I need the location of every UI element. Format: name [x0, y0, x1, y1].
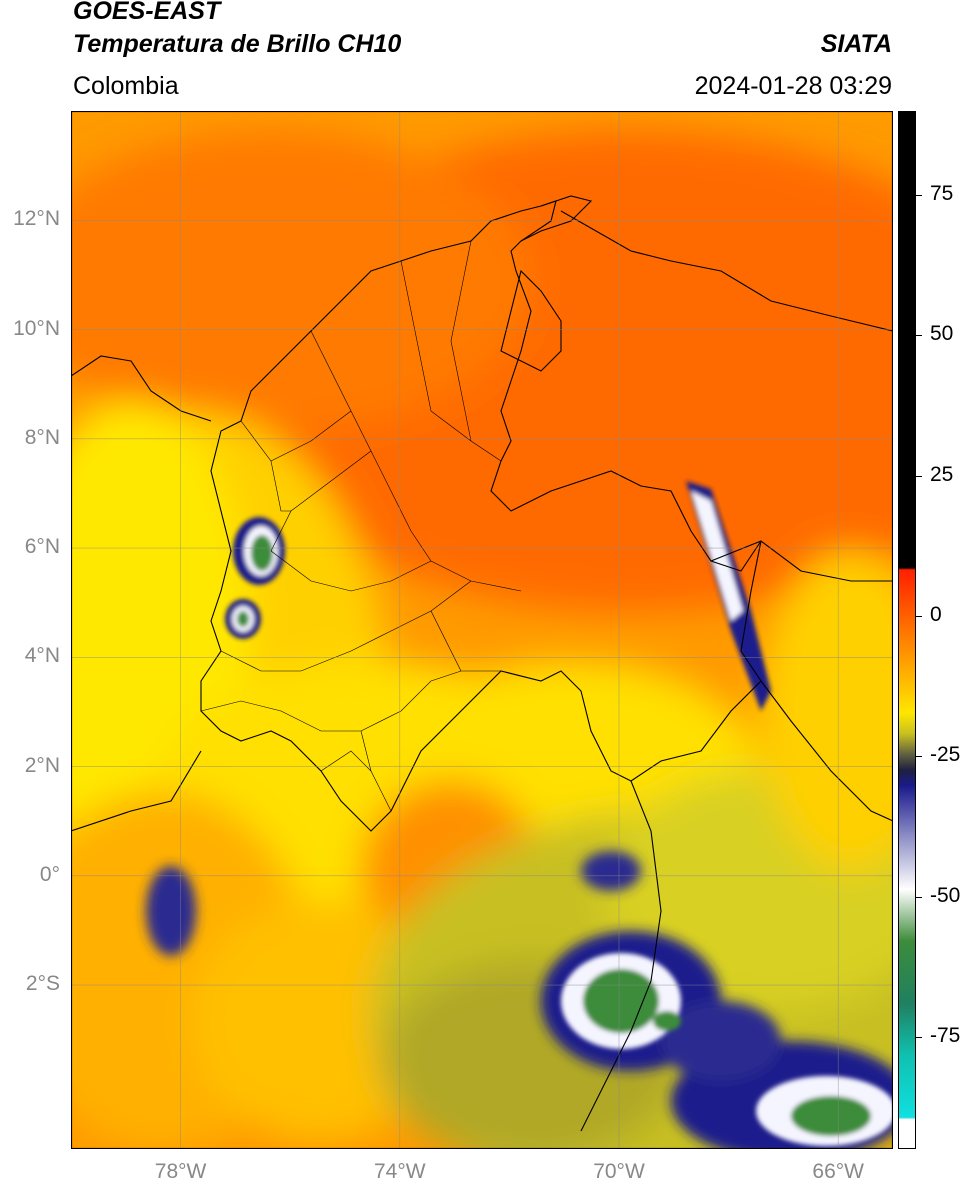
- region-label: Colombia: [73, 72, 179, 100]
- colorbar-tick: [916, 475, 922, 477]
- colorbar-label: 25: [930, 462, 954, 486]
- colorbar-label: -75: [930, 1023, 961, 1047]
- colorbar: [898, 111, 916, 1149]
- map-frame: [71, 111, 893, 1149]
- country-borders: [71, 195, 893, 1132]
- colorbar-label: -25: [930, 743, 961, 767]
- colorbar-tick: [916, 1036, 922, 1038]
- longitude-label: 74°W: [374, 1160, 426, 1183]
- department-borders: [200, 240, 522, 812]
- colorbar-tick: [916, 195, 922, 197]
- datetime-label: 2024-01-28 03:29: [694, 72, 892, 100]
- colorbar-tick: [916, 335, 922, 337]
- colorbar-label: 75: [930, 182, 954, 206]
- longitude-label: 70°W: [593, 1160, 645, 1183]
- product-title: Temperatura de Brillo CH10: [73, 30, 402, 58]
- colorbar-label: 0: [930, 602, 942, 626]
- latitude-label: 2°S: [25, 972, 60, 996]
- latitude-label: 6°N: [24, 535, 60, 559]
- colorbar-tick: [916, 615, 922, 617]
- longitude-label: 66°W: [812, 1160, 864, 1183]
- satellite-map: [71, 111, 893, 1149]
- latitude-label: 10°N: [13, 316, 60, 340]
- latitude-label: 8°N: [24, 425, 60, 449]
- latitude-label: 2°N: [24, 753, 60, 777]
- latitude-label: 4°N: [24, 644, 60, 668]
- graticule: [71, 111, 893, 1149]
- latitude-label: 0°: [39, 862, 60, 886]
- colorbar-label: 50: [930, 322, 954, 346]
- colorbar-label: -50: [930, 883, 961, 907]
- agency-label: SIATA: [820, 30, 892, 58]
- latitude-label: 12°N: [13, 207, 60, 231]
- longitude-label: 78°W: [154, 1160, 207, 1183]
- satellite-title: GOES-EAST: [73, 0, 221, 25]
- brightness-temperature-field: [71, 111, 893, 1149]
- colorbar-tick: [916, 896, 922, 898]
- colorbar-tick: [916, 756, 922, 758]
